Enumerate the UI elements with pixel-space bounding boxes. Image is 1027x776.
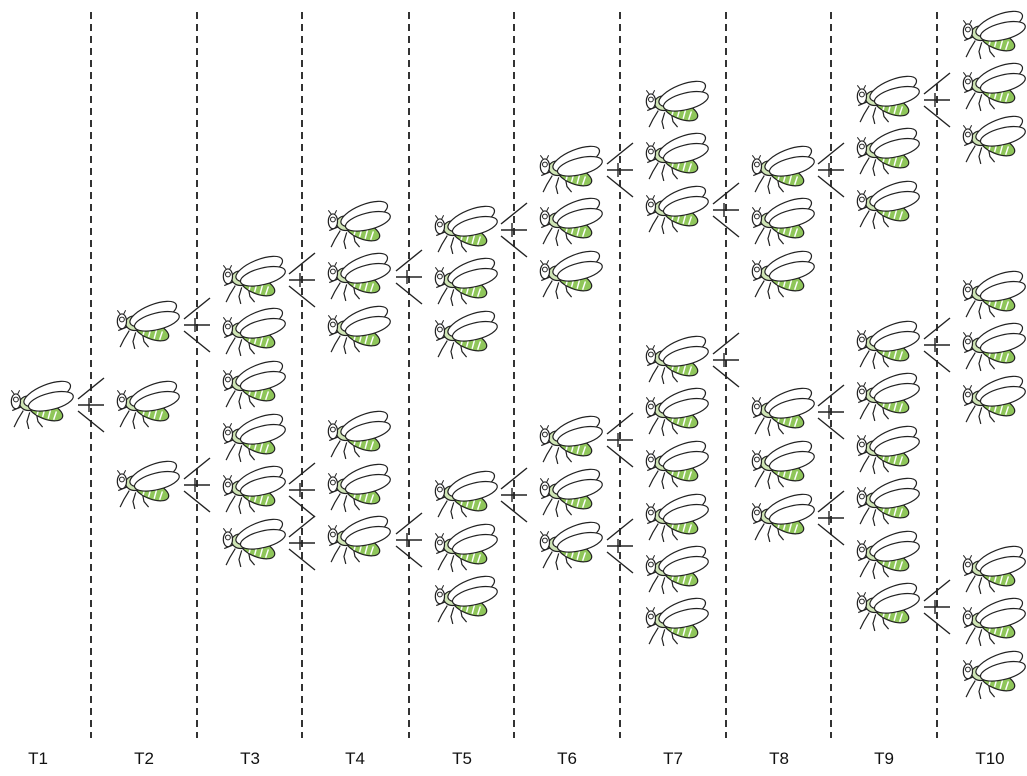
fly-icon <box>856 472 922 527</box>
fly-icon <box>645 382 711 437</box>
fly-icon <box>645 488 711 543</box>
branch-connector <box>183 297 211 353</box>
fly-icon <box>327 300 393 355</box>
fly-icon <box>751 245 817 300</box>
fly-icon <box>962 57 1027 112</box>
generation-label-t8: T8 <box>769 749 789 768</box>
fly-icon <box>539 463 605 518</box>
generation-label-t2: T2 <box>134 749 154 768</box>
fly-icon <box>434 465 500 520</box>
fly-icon <box>327 405 393 460</box>
fly-icon <box>539 516 605 571</box>
branch-connector <box>288 462 316 518</box>
branch-connector <box>712 332 740 388</box>
fly-icon <box>645 330 711 385</box>
branch-connector <box>395 249 423 305</box>
fly-icon <box>751 488 817 543</box>
fly-icon <box>539 192 605 247</box>
fly-icon <box>116 295 182 350</box>
branch-connector <box>923 579 951 635</box>
generation-label-t10: T10 <box>975 749 1005 768</box>
fly-icon <box>962 592 1027 647</box>
fly-icon <box>645 180 711 235</box>
fly-icon <box>645 127 711 182</box>
fly-icon <box>222 302 288 357</box>
branch-connector <box>606 518 634 574</box>
fly-icon <box>10 375 76 430</box>
fly-icon <box>751 192 817 247</box>
fly-icon <box>434 518 500 573</box>
fly-icon <box>856 577 922 632</box>
fly-icon <box>856 122 922 177</box>
fly-icon <box>222 408 288 463</box>
fly-icon <box>434 570 500 625</box>
fly-icon <box>751 140 817 195</box>
branch-connector <box>183 457 211 513</box>
fly-icon <box>222 355 288 410</box>
fly-icon <box>645 75 711 130</box>
fly-icon <box>434 200 500 255</box>
fly-icon <box>856 315 922 370</box>
branch-connector <box>606 142 634 198</box>
generation-label-t6: T6 <box>557 749 577 768</box>
fly-icon <box>856 420 922 475</box>
fly-icon <box>327 510 393 565</box>
branch-connector <box>817 142 845 198</box>
fly-icon <box>116 375 182 430</box>
fly-icon <box>962 265 1027 320</box>
generation-label-t9: T9 <box>874 749 894 768</box>
branch-connector <box>288 252 316 308</box>
fly-icon <box>222 513 288 568</box>
fly-icon <box>645 540 711 595</box>
generation-label-t7: T7 <box>663 749 683 768</box>
fly-icon <box>539 140 605 195</box>
fly-icon <box>116 455 182 510</box>
branch-connector <box>923 72 951 128</box>
fly-icon <box>751 435 817 490</box>
generation-label-t4: T4 <box>345 749 365 768</box>
branch-connector <box>500 467 528 523</box>
fly-icon <box>645 435 711 490</box>
fly-icon <box>962 5 1027 60</box>
fly-icon <box>962 370 1027 425</box>
fly-icon <box>962 110 1027 165</box>
fly-icon <box>645 592 711 647</box>
fly-icon <box>327 247 393 302</box>
fly-icon <box>962 540 1027 595</box>
fly-icon <box>327 195 393 250</box>
generation-label-t3: T3 <box>240 749 260 768</box>
branch-connector <box>77 377 105 433</box>
branch-connector <box>500 202 528 258</box>
fly-icon <box>751 382 817 437</box>
fly-icon <box>962 317 1027 372</box>
branch-connector <box>817 490 845 546</box>
fly-icon <box>539 410 605 465</box>
fly-icon <box>327 458 393 513</box>
fly-icon <box>434 252 500 307</box>
fly-icon <box>856 70 922 125</box>
branch-connector <box>395 512 423 568</box>
fly-icon <box>222 250 288 305</box>
fly-icon <box>856 175 922 230</box>
fly-icon <box>539 245 605 300</box>
fly-icon <box>856 525 922 580</box>
branch-connector <box>288 515 316 571</box>
fly-icon <box>856 367 922 422</box>
fly-icon <box>962 645 1027 700</box>
generation-label-t1: T1 <box>28 749 48 768</box>
fly-icon <box>222 460 288 515</box>
fly-icon <box>434 305 500 360</box>
branch-connector <box>923 317 951 373</box>
branch-connector <box>712 182 740 238</box>
generation-label-t5: T5 <box>452 749 472 768</box>
branch-connector <box>817 384 845 440</box>
branch-connector <box>606 412 634 468</box>
